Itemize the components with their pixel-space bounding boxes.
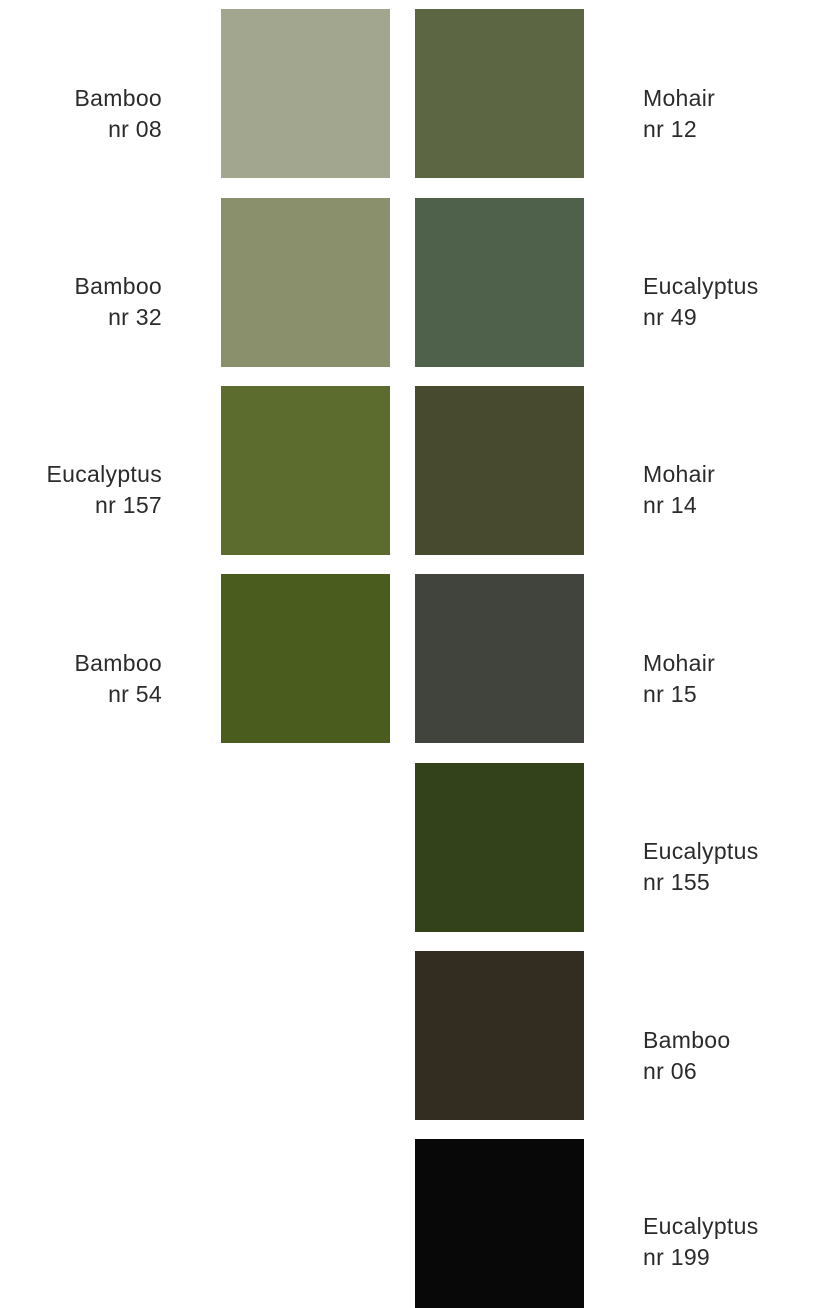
color-swatch xyxy=(415,386,584,555)
swatch-name: Eucalyptus xyxy=(46,461,162,487)
swatch-number: nr 155 xyxy=(643,869,711,895)
color-swatch xyxy=(415,951,584,1120)
swatch-name: Mohair xyxy=(643,650,716,676)
swatch-number: nr 14 xyxy=(643,492,697,518)
color-swatch xyxy=(415,9,584,178)
color-swatch xyxy=(221,198,390,367)
color-swatch xyxy=(415,574,584,743)
swatch-label: Mohair nr 14 xyxy=(643,459,715,521)
color-swatch xyxy=(221,574,390,743)
swatch-number: nr 157 xyxy=(94,492,162,518)
swatch-number: nr 12 xyxy=(643,116,697,142)
swatch-label: Eucalyptus nr 199 xyxy=(643,1211,759,1273)
swatch-number: nr 32 xyxy=(108,304,162,330)
swatch-name: Eucalyptus xyxy=(643,1213,759,1239)
swatch-label: Eucalyptus nr 157 xyxy=(46,459,162,521)
swatch-label: Bamboo nr 32 xyxy=(75,271,162,333)
color-swatch xyxy=(415,763,584,932)
swatch-label: Bamboo nr 08 xyxy=(75,83,162,145)
swatch-number: nr 49 xyxy=(643,304,697,330)
swatch-name: Eucalyptus xyxy=(643,273,759,299)
swatch-number: nr 54 xyxy=(108,681,162,707)
swatch-name: Mohair xyxy=(643,85,716,111)
swatch-label: Eucalyptus nr 49 xyxy=(643,271,759,333)
color-swatch xyxy=(221,9,390,178)
swatch-label: Eucalyptus nr 155 xyxy=(643,836,759,898)
swatch-number: nr 15 xyxy=(643,681,697,707)
swatch-name: Bamboo xyxy=(643,1027,731,1053)
swatch-name: Eucalyptus xyxy=(643,838,759,864)
swatch-label: Bamboo nr 06 xyxy=(643,1025,730,1087)
swatch-label: Mohair nr 12 xyxy=(643,83,715,145)
swatch-name: Bamboo xyxy=(74,650,162,676)
swatch-label: Mohair nr 15 xyxy=(643,648,715,710)
swatch-number: nr 08 xyxy=(108,116,162,142)
swatch-name: Bamboo xyxy=(74,273,162,299)
swatch-name: Mohair xyxy=(643,461,716,487)
color-swatch xyxy=(415,198,584,367)
swatch-label: Bamboo nr 54 xyxy=(75,648,162,710)
swatch-number: nr 199 xyxy=(643,1244,711,1270)
swatch-number: nr 06 xyxy=(643,1058,697,1084)
color-swatch xyxy=(221,386,390,555)
swatch-name: Bamboo xyxy=(74,85,162,111)
color-swatch xyxy=(415,1139,584,1308)
